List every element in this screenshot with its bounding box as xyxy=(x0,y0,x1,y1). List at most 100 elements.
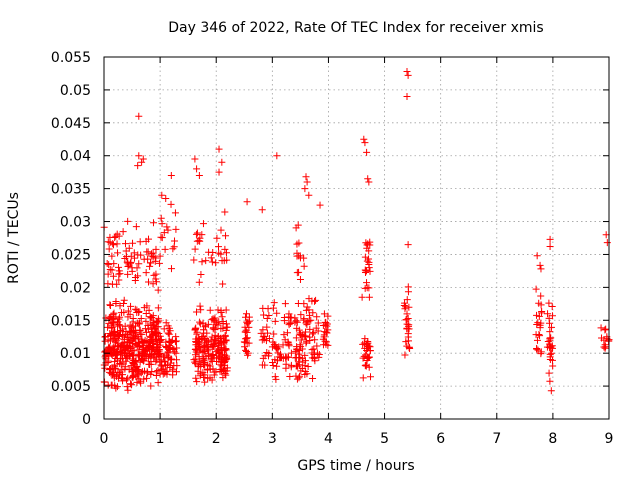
data-point xyxy=(546,328,554,336)
data-point xyxy=(259,354,267,362)
data-point xyxy=(363,257,371,265)
data-point xyxy=(265,312,273,320)
data-point xyxy=(547,323,555,331)
data-point xyxy=(164,349,172,357)
data-point xyxy=(125,331,133,339)
data-point xyxy=(242,326,250,334)
data-point xyxy=(199,333,207,341)
grid-lines xyxy=(104,57,609,419)
data-point xyxy=(121,347,129,355)
data-point xyxy=(293,346,301,354)
data-point xyxy=(301,332,309,340)
data-point xyxy=(221,332,229,340)
data-point xyxy=(152,245,160,253)
data-point xyxy=(109,370,117,378)
data-point xyxy=(152,368,160,376)
data-point xyxy=(106,266,114,274)
data-point xyxy=(128,267,136,275)
data-point xyxy=(130,347,138,355)
data-point xyxy=(145,343,153,351)
data-point xyxy=(533,321,541,329)
data-point xyxy=(171,338,179,346)
data-point xyxy=(403,92,411,100)
data-point xyxy=(111,361,119,369)
y-tick-labels: 0 0.005 0.01 0.015 0.02 0.025 0.03 0.035 0.04 0.0… xyxy=(51,50,91,428)
data-point xyxy=(108,280,116,288)
data-point xyxy=(113,230,121,238)
data-point xyxy=(222,232,230,240)
data-point xyxy=(141,325,149,333)
y-tick-label: 0.02 xyxy=(60,280,91,296)
data-point xyxy=(535,299,543,307)
x-tick-label: 8 xyxy=(548,431,557,447)
data-point xyxy=(109,272,117,280)
data-point xyxy=(219,324,227,332)
data-point xyxy=(198,258,206,266)
data-point xyxy=(144,248,152,256)
data-point xyxy=(286,373,294,381)
data-point xyxy=(124,386,132,394)
data-point xyxy=(305,311,313,319)
data-point xyxy=(217,307,225,315)
data-point xyxy=(112,365,120,373)
data-point xyxy=(134,162,142,170)
data-point xyxy=(301,185,309,193)
data-point xyxy=(149,249,157,257)
data-point xyxy=(219,280,227,288)
data-point xyxy=(114,342,122,350)
data-point xyxy=(297,311,305,319)
data-point xyxy=(603,239,611,247)
data-point xyxy=(206,306,214,314)
data-point xyxy=(154,286,162,294)
data-point xyxy=(309,330,317,338)
data-point xyxy=(222,346,230,354)
data-point xyxy=(210,317,218,325)
data-point xyxy=(321,337,329,345)
data-point xyxy=(120,300,128,308)
data-point xyxy=(291,318,299,326)
data-point xyxy=(145,278,152,286)
data-point xyxy=(363,340,371,348)
data-point xyxy=(119,354,127,362)
data-point xyxy=(108,266,116,274)
data-point xyxy=(363,284,371,292)
data-point xyxy=(286,320,294,328)
data-point xyxy=(597,324,605,332)
data-point xyxy=(118,366,126,374)
data-point xyxy=(134,272,142,280)
data-point xyxy=(533,345,541,353)
data-point xyxy=(138,158,146,166)
data-point xyxy=(295,358,303,366)
data-point xyxy=(169,245,177,253)
data-point xyxy=(108,252,116,260)
data-point xyxy=(193,237,201,245)
data-point xyxy=(320,310,328,318)
data-point xyxy=(142,237,150,245)
data-point xyxy=(285,313,293,321)
y-tick-label: 0.035 xyxy=(51,182,91,198)
data-point xyxy=(285,321,293,329)
data-point xyxy=(364,343,372,351)
data-point xyxy=(306,333,314,341)
data-point xyxy=(243,198,251,206)
data-point xyxy=(310,329,318,337)
data-point xyxy=(313,342,321,350)
data-point xyxy=(135,260,143,268)
data-point xyxy=(142,269,150,277)
data-point xyxy=(535,312,543,320)
data-point xyxy=(130,249,138,257)
data-point xyxy=(106,301,114,309)
data-point xyxy=(547,334,555,342)
data-point xyxy=(315,350,323,358)
data-point xyxy=(404,315,412,323)
data-point xyxy=(137,314,145,322)
data-point xyxy=(136,351,144,359)
data-point xyxy=(287,349,295,357)
data-point xyxy=(151,257,159,265)
data-point xyxy=(142,317,150,325)
data-point xyxy=(152,278,160,286)
data-point xyxy=(154,379,162,387)
data-point xyxy=(195,171,203,179)
data-point xyxy=(160,229,168,237)
data-point xyxy=(295,374,303,382)
